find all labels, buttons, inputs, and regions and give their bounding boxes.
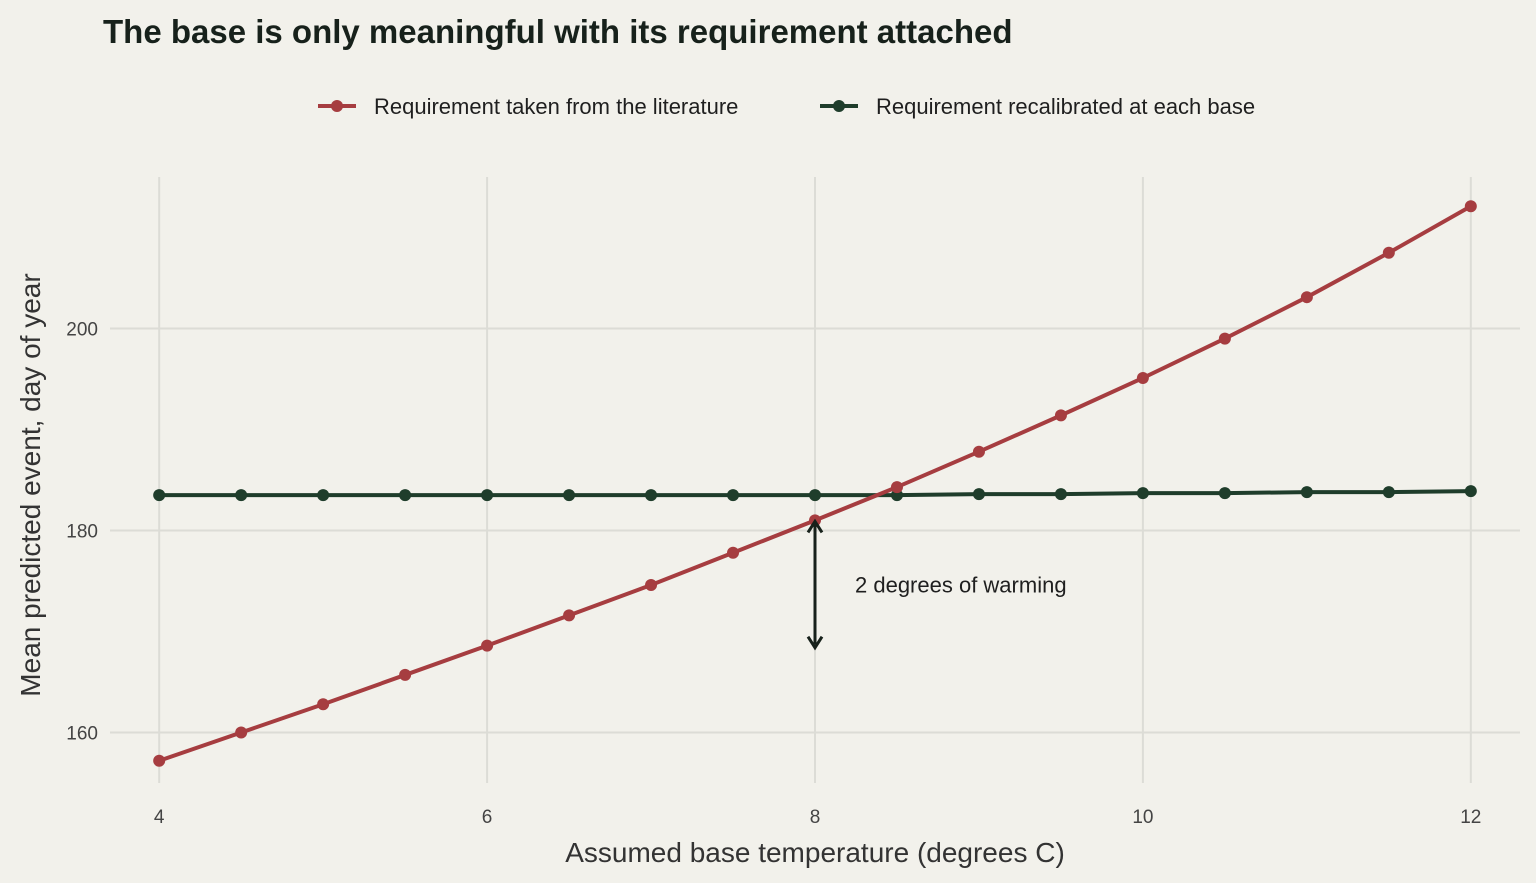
data-point-literature — [972, 445, 985, 458]
data-point-literature — [317, 698, 330, 711]
x-tick-label: 6 — [482, 807, 493, 828]
data-point-literature — [645, 579, 658, 592]
legend-label-literature: Requirement taken from the literature — [374, 94, 738, 119]
data-point-literature — [890, 481, 903, 494]
data-point-recalibrated — [1464, 485, 1477, 498]
data-point-literature — [1054, 409, 1067, 422]
y-tick-label: 200 — [66, 320, 98, 341]
x-axis: 4 6 8 10 12 — [154, 807, 1481, 828]
data-point-recalibrated — [235, 489, 248, 502]
data-point-literature — [1218, 332, 1231, 345]
data-point-recalibrated — [645, 489, 658, 502]
y-axis: 160 180 200 — [66, 320, 98, 745]
chart-title: The base is only meaningful with its req… — [103, 13, 1013, 50]
data-point-literature — [1382, 246, 1395, 259]
y-tick-label: 180 — [66, 522, 98, 543]
data-point-literature — [153, 754, 166, 767]
legend: Requirement taken from the literature Re… — [318, 94, 1255, 119]
data-point-literature — [399, 668, 412, 681]
annotation-label: 2 degrees of warming — [855, 573, 1067, 598]
data-point-recalibrated — [153, 489, 166, 502]
data-point-recalibrated — [809, 489, 821, 502]
data-point-literature — [1136, 371, 1149, 384]
series-recalibrated — [153, 485, 1477, 502]
data-point-literature — [481, 639, 494, 652]
data-point-recalibrated — [481, 489, 494, 502]
y-tick-label: 160 — [66, 724, 98, 745]
gridlines — [110, 177, 1520, 783]
y-axis-title: Mean predicted event, day of year — [15, 273, 46, 696]
data-point-recalibrated — [317, 489, 330, 502]
data-point-literature — [235, 726, 248, 739]
data-point-recalibrated — [1218, 487, 1231, 500]
legend-swatch-dot-recalibrated — [833, 100, 845, 112]
legend-swatch-dot-literature — [331, 100, 343, 112]
data-point-recalibrated — [1300, 486, 1313, 499]
annotation: 2 degrees of warming — [806, 518, 1067, 651]
x-axis-title: Assumed base temperature (degrees C) — [565, 837, 1065, 868]
legend-item-literature: Requirement taken from the literature — [318, 94, 738, 119]
data-point-recalibrated — [1054, 488, 1067, 501]
legend-item-recalibrated: Requirement recalibrated at each base — [820, 94, 1255, 119]
legend-label-recalibrated: Requirement recalibrated at each base — [876, 94, 1255, 119]
annotation-arrowhead-bottom — [806, 635, 824, 651]
data-point-literature — [1300, 291, 1313, 304]
annotation-arrowhead-top — [806, 518, 824, 534]
x-tick-label: 8 — [810, 807, 821, 828]
data-point-recalibrated — [1382, 486, 1395, 499]
data-point-literature — [563, 609, 576, 622]
data-point-recalibrated — [563, 489, 576, 502]
data-point-recalibrated — [727, 489, 740, 502]
data-point-literature — [1464, 200, 1477, 213]
data-point-recalibrated — [399, 489, 412, 502]
x-tick-label: 12 — [1460, 807, 1481, 828]
x-tick-label: 10 — [1132, 807, 1153, 828]
data-point-literature — [727, 546, 740, 559]
data-point-recalibrated — [1136, 487, 1149, 500]
data-point-recalibrated — [972, 488, 985, 501]
x-tick-label: 4 — [154, 807, 165, 828]
